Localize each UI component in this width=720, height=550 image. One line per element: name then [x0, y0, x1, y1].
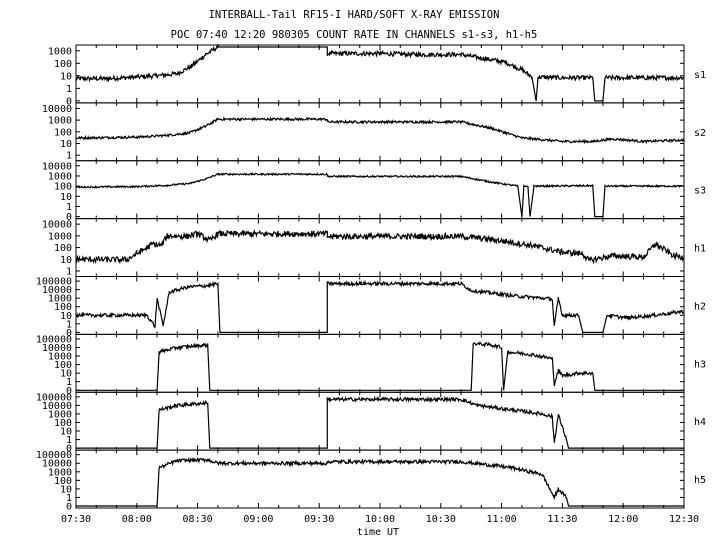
y-tick-label: 100000 [36, 392, 72, 403]
y-tick-label: 1000 [48, 171, 72, 182]
y-tick-label: 10 [60, 255, 72, 266]
y-tick-label: 10 [60, 311, 72, 322]
y-tick-label: 10 [60, 192, 72, 203]
panel-label: h2 [694, 301, 706, 312]
y-tick-label: 0 [66, 328, 72, 339]
y-tick-label: 10000 [42, 285, 72, 296]
x-tick-label: 08:30 [183, 514, 213, 525]
chart-title: INTERBALL-Tail RF15-I HARD/SOFT X-RAY EM… [209, 9, 500, 21]
series-line-h2 [75, 279, 685, 333]
series-line-s3 [75, 172, 684, 218]
y-tick-label: 1 [66, 435, 72, 446]
y-tick-label: 100 [54, 360, 72, 371]
series-line-s2 [75, 116, 685, 145]
x-tick-label: 12:30 [669, 514, 699, 525]
y-tick-label: 0 [66, 96, 72, 107]
x-tick-label: 10:30 [426, 514, 456, 525]
y-tick-label: 100 [54, 127, 72, 138]
y-tick-label: 10000 [42, 343, 72, 354]
panel-frame [75, 333, 685, 393]
panel-label: s3 [694, 186, 706, 197]
series-line-h3 [76, 341, 684, 391]
y-tick-label: 100 [54, 418, 72, 429]
y-tick-label: 1 [66, 202, 72, 213]
y-tick-label: 1000 [48, 294, 72, 305]
panel-label: h5 [694, 475, 706, 486]
y-tick-label: 10000 [42, 401, 72, 412]
y-tick-label: 1 [66, 266, 72, 277]
panel-label: s2 [694, 128, 706, 139]
y-tick-label: 10000 [42, 161, 72, 172]
series-line-h4 [76, 395, 684, 449]
y-tick-label: 100 [54, 59, 72, 70]
y-tick-label: 10 [60, 369, 72, 380]
panel-label: h1 [694, 244, 706, 255]
chart-subtitle: POC 07:40 12:20 980305 COUNT RATE IN CHA… [171, 29, 538, 41]
y-tick-label: 1 [66, 493, 72, 504]
x-tick-label: 09:00 [243, 514, 273, 525]
y-tick-label: 10000 [42, 459, 72, 470]
y-tick-label: 0 [66, 212, 72, 223]
y-tick-label: 0 [66, 502, 72, 513]
panel-frame [75, 449, 685, 509]
series-line-h5 [76, 456, 684, 507]
y-tick-label: 1 [66, 377, 72, 388]
panel-label: h3 [694, 359, 706, 370]
y-tick-label: 10 [60, 484, 72, 495]
y-tick-label: 1000 [48, 467, 72, 478]
series-line-h1 [75, 228, 685, 265]
x-tick-label: 09:30 [304, 514, 334, 525]
x-tick-label: 07:30 [61, 514, 91, 525]
y-tick-label: 0 [66, 386, 72, 397]
y-tick-label: 100 [54, 243, 72, 254]
y-tick-label: 1000 [48, 46, 72, 57]
y-tick-label: 0 [66, 444, 72, 455]
y-tick-label: 100 [54, 302, 72, 313]
y-tick-label: 100000 [36, 334, 72, 345]
x-tick-label: 08:00 [122, 514, 152, 525]
y-tick-label: 1 [66, 84, 72, 95]
panel-label: h4 [694, 417, 706, 428]
y-tick-label: 100000 [36, 450, 72, 461]
y-tick-label: 100000 [36, 277, 72, 288]
series-line-s1 [75, 43, 685, 102]
x-tick-label: 11:00 [487, 514, 517, 525]
y-tick-label: 1 [66, 151, 72, 162]
y-tick-label: 1000 [48, 352, 72, 363]
y-tick-label: 1000 [48, 409, 72, 420]
y-tick-label: 10 [60, 71, 72, 82]
y-tick-label: 1 [66, 319, 72, 330]
x-axis-label: time UT [357, 527, 399, 538]
panel-frame [75, 102, 685, 162]
y-tick-label: 10000 [42, 220, 72, 231]
x-tick-label: 10:00 [365, 514, 395, 525]
x-tick-label: 12:00 [608, 514, 638, 525]
y-tick-label: 100 [54, 182, 72, 193]
y-tick-label: 10 [60, 139, 72, 150]
y-tick-label: 1000 [48, 116, 72, 127]
panel-frame [75, 391, 685, 451]
panel-label: s1 [694, 70, 706, 81]
y-tick-label: 100 [54, 476, 72, 487]
x-tick-label: 11:30 [547, 514, 577, 525]
y-tick-label: 10 [60, 427, 72, 438]
y-tick-label: 10000 [42, 104, 72, 115]
panel-frame [75, 218, 685, 277]
y-tick-label: 1000 [48, 231, 72, 242]
